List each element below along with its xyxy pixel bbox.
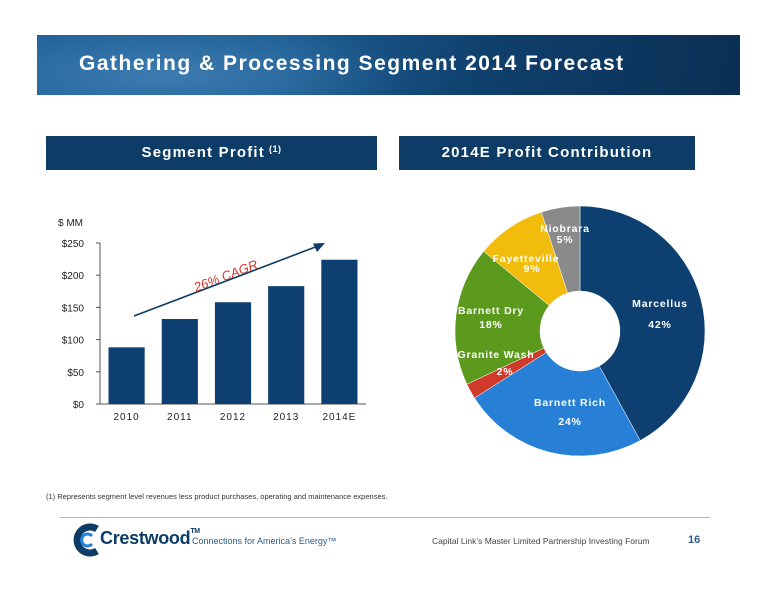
donut-value-barnett-dry: 18%: [479, 319, 502, 331]
donut-label-marcellus: Marcellus: [632, 298, 688, 310]
bar-chart-y-tick-label: $250: [62, 239, 85, 250]
tagline: Connections for America’s Energy™: [192, 536, 337, 546]
bar-2013: [268, 286, 305, 404]
segment-profit-header-text: Segment Profit: [141, 144, 265, 161]
bar-2012: [214, 302, 252, 404]
donut-label-barnett-rich: Barnett Rich: [534, 397, 606, 409]
donut-label-niobrara: Niobrara: [540, 223, 590, 235]
profit-contribution-header-text: 2014E Profit Contribution: [441, 144, 653, 161]
donut-label-granite-wash: Granite Wash: [458, 349, 535, 361]
crestwood-logo-text: CrestwoodTM: [100, 528, 200, 548]
donut-label-fayetteville: Fayetteville: [493, 253, 560, 265]
donut-value-fayetteville: 9%: [524, 263, 541, 275]
forum-name: Capital Link’s Master Limited Partnershi…: [432, 536, 650, 546]
bar-chart-y-tick-label: $0: [73, 400, 85, 411]
bar-2014e: [321, 259, 358, 404]
cagr-arrow-line: [133, 245, 319, 317]
cagr-annotation-text: 26% CAGR: [191, 257, 260, 295]
page-number: 16: [688, 534, 701, 546]
donut-value-niobrara: 5%: [557, 234, 574, 246]
donut-value-granite-wash: 2%: [497, 366, 514, 378]
donut-slice-barnett-dry: [454, 250, 550, 385]
bar-2011: [161, 318, 198, 404]
footer-divider: [60, 517, 710, 518]
donut-slice-niobrara: [541, 205, 581, 294]
crestwood-logo: CrestwoodTM: [70, 523, 200, 557]
donut-slice-barnett-rich: [474, 352, 641, 457]
logo-trademark: TM: [190, 528, 200, 535]
bar-chart-x-tick-label: 2011: [167, 412, 193, 423]
bar-2010: [108, 347, 145, 404]
bar-chart-y-axis-label: $ MM: [58, 218, 83, 229]
donut-value-marcellus: 42%: [648, 319, 671, 331]
bar-chart-x-tick-label: 2013: [273, 412, 299, 423]
segment-profit-footnote-marker: (1): [268, 144, 282, 154]
title-banner: Gathering & Processing Segment 2014 Fore…: [37, 35, 740, 95]
bar-chart-y-tick-label: $50: [67, 368, 84, 379]
bar-chart-x-tick-label: 2012: [220, 412, 246, 423]
donut-value-barnett-rich: 24%: [558, 416, 581, 428]
bar-chart-x-tick-label: 2014E: [322, 412, 356, 423]
crestwood-logo-icon: [73, 523, 99, 557]
page-title: Gathering & Processing Segment 2014 Fore…: [79, 52, 625, 75]
donut-slice-marcellus: [579, 205, 706, 441]
bar-chart-y-tick-label: $200: [62, 271, 85, 282]
footnote: (1) Represents segment level revenues le…: [46, 492, 388, 501]
bar-chart-y-tick-label: $150: [62, 303, 85, 314]
segment-profit-header: Segment Profit (1): [46, 136, 377, 170]
bar-chart-x-tick-label: 2010: [113, 412, 139, 423]
cagr-arrow-head: [313, 243, 325, 252]
bar-chart-y-tick-label: $100: [62, 336, 85, 347]
donut-label-barnett-dry: Barnett Dry: [458, 305, 524, 317]
profit-contribution-header: 2014E Profit Contribution: [399, 136, 695, 170]
